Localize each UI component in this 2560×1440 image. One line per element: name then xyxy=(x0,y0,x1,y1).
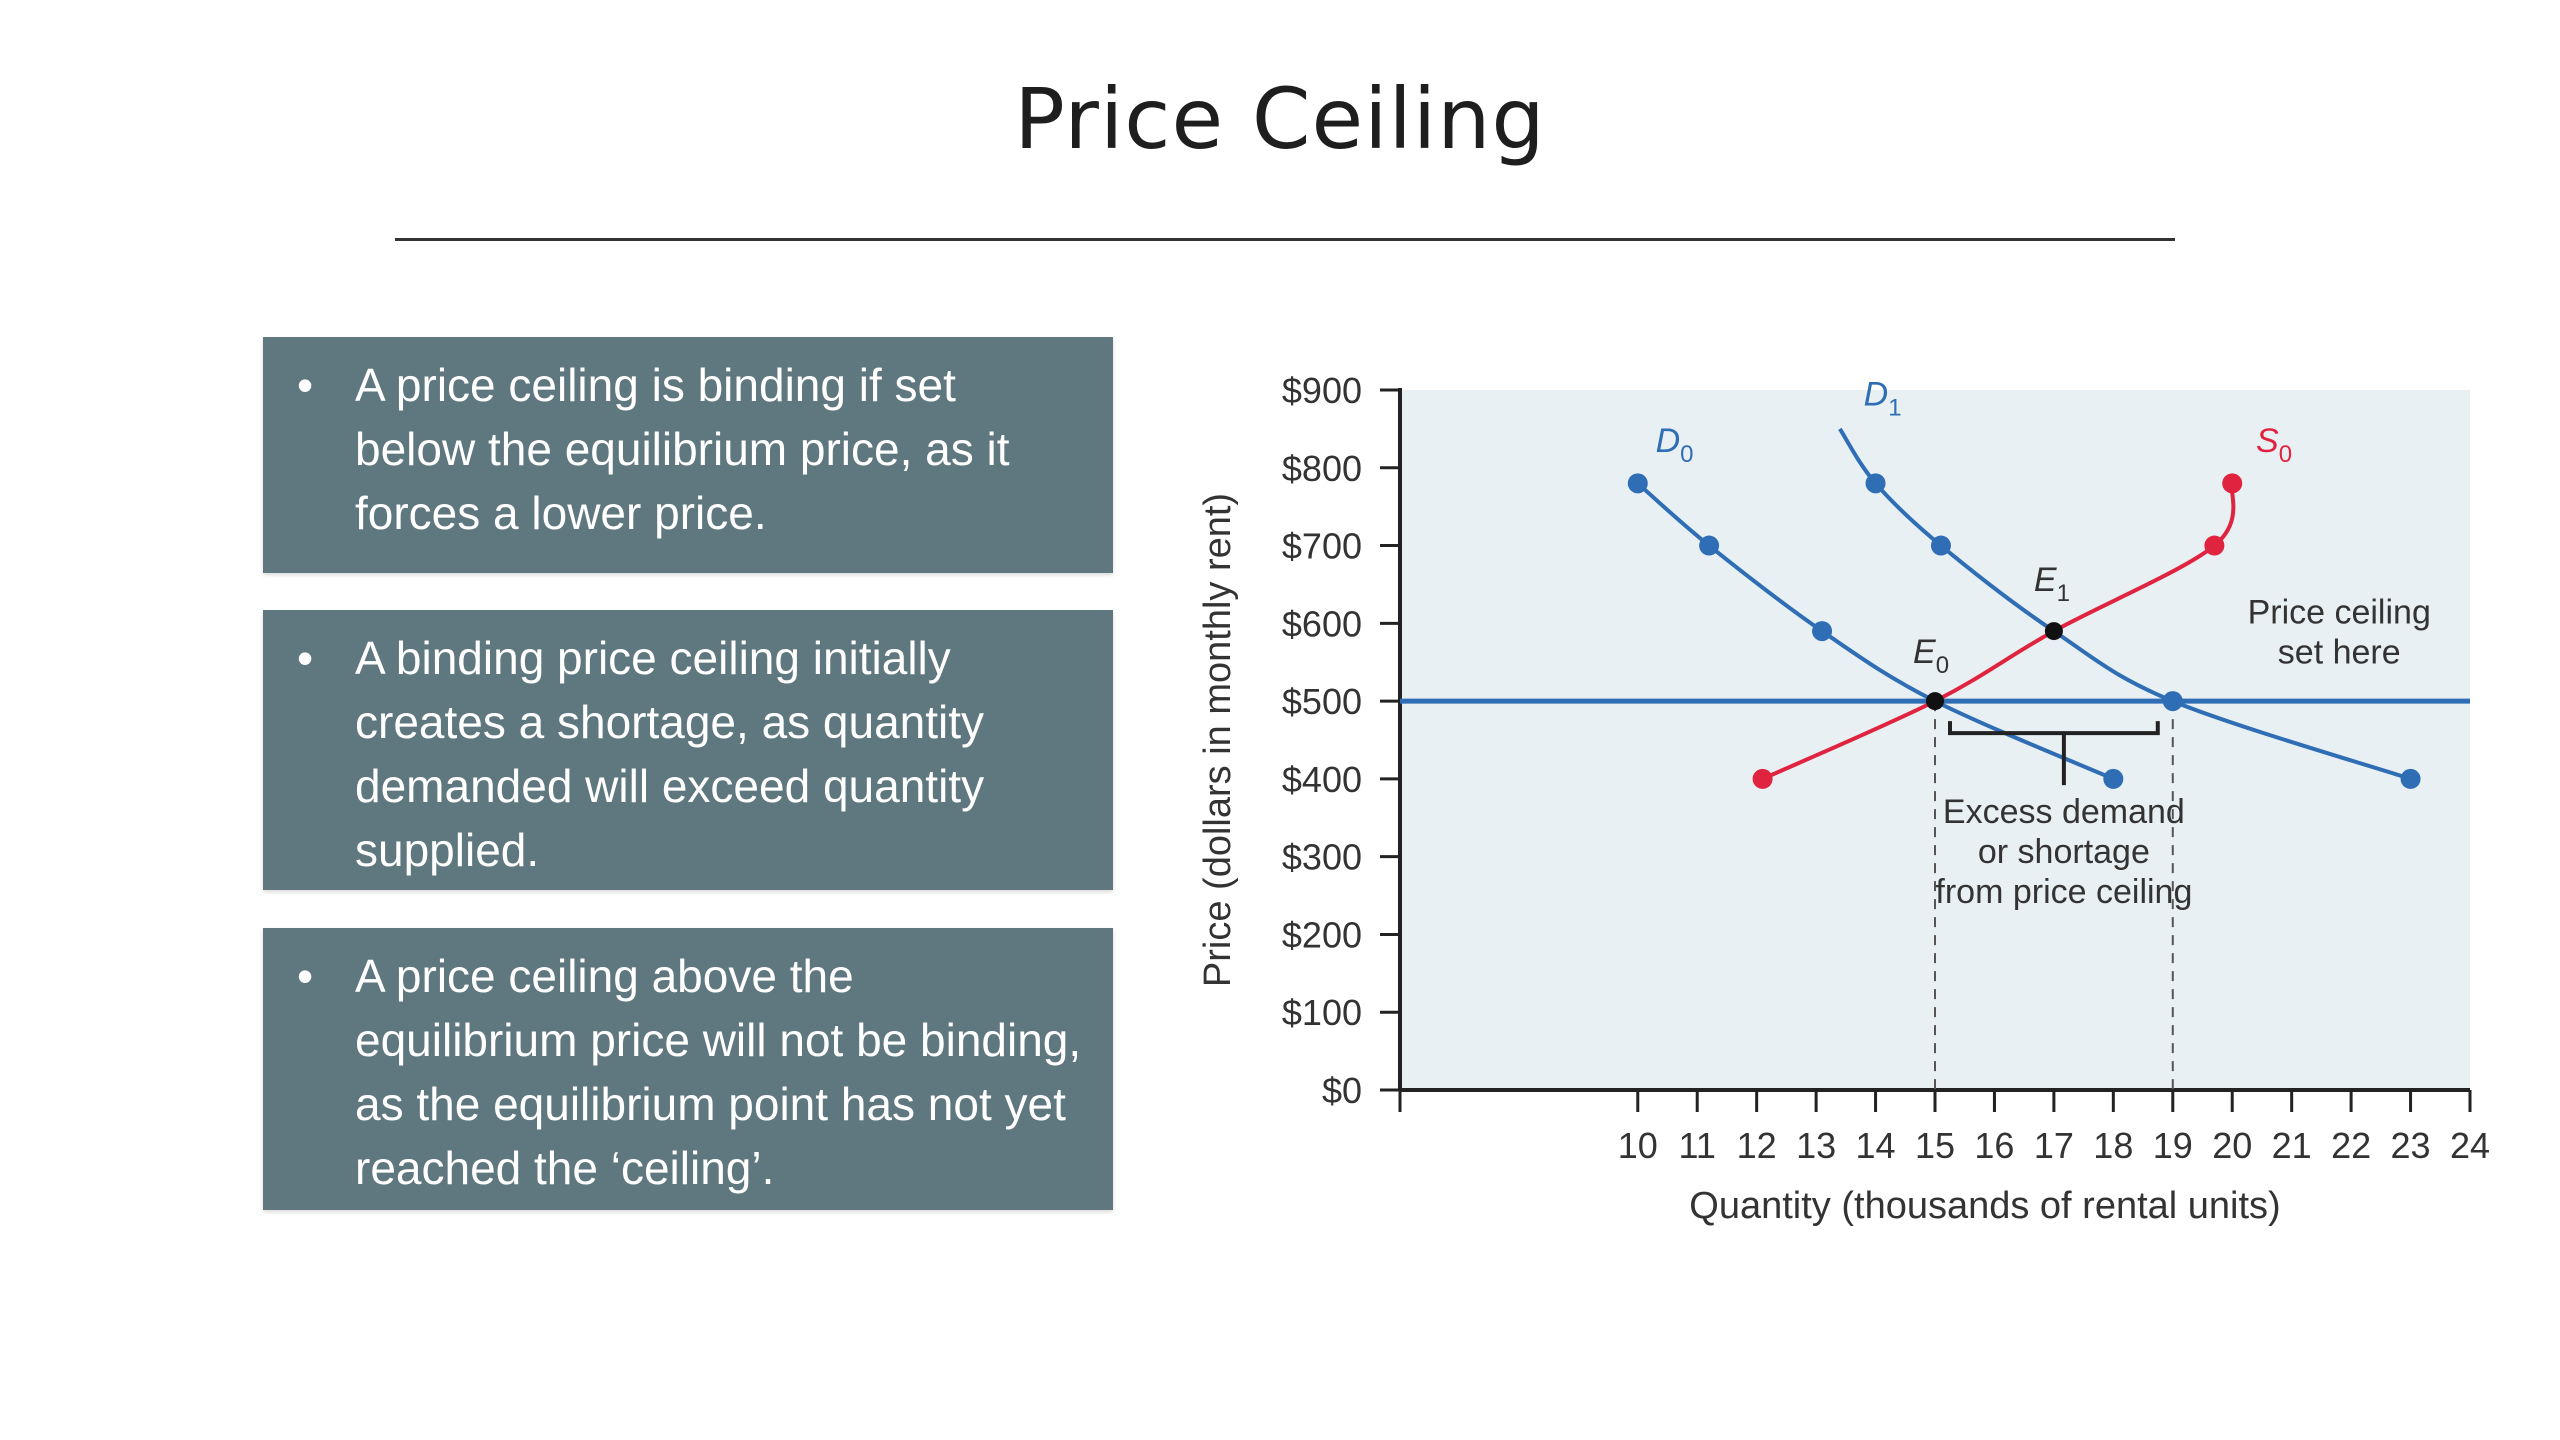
y-tick-label: $700 xyxy=(1282,526,1362,567)
bullet-text: A price ceiling is binding if set below … xyxy=(355,359,1010,539)
label-d1: D1 xyxy=(1864,376,1902,422)
title-divider xyxy=(395,238,2175,241)
x-axis-title: Quantity (thousands of rental units) xyxy=(1689,1185,2280,1227)
x-tick-label: 13 xyxy=(1796,1125,1836,1166)
price-ceiling-chart: $0 $100 $200 $300 $400 $500 $600 $700 $800 $900 10… xyxy=(1197,370,2490,1227)
point-d0 xyxy=(1627,473,1648,494)
slide-title: Price Ceiling xyxy=(1014,70,1546,168)
x-tick-label: 14 xyxy=(1856,1125,1896,1166)
ceiling-annotation: set here xyxy=(2278,633,2401,671)
ceiling-annotation: Price ceiling xyxy=(2248,593,2431,631)
y-tick-label: $400 xyxy=(1282,759,1362,800)
label-e0: E0 xyxy=(1913,633,1949,679)
shortage-annotation: or shortage xyxy=(1978,833,2150,871)
x-tick-label: 19 xyxy=(2153,1125,2193,1166)
x-tick-label: 10 xyxy=(1618,1125,1658,1166)
bullet-text: A price ceiling above the equilibrium pr… xyxy=(355,950,1082,1194)
y-tick-label: $100 xyxy=(1282,992,1362,1033)
bullet-marker: • xyxy=(296,359,314,411)
point-d1 xyxy=(1865,473,1886,494)
bullet-marker: • xyxy=(296,950,314,1002)
x-tick-label: 11 xyxy=(1679,1125,1716,1166)
bullet-box-nonbinding: • A price ceiling above the equilibrium … xyxy=(263,928,1113,1210)
x-tick-label: 16 xyxy=(1974,1125,2014,1166)
y-tick-label: $800 xyxy=(1282,448,1362,489)
x-tick-label: 15 xyxy=(1915,1125,1955,1166)
y-axis-title: Price (dollars in monthly rent) xyxy=(1197,493,1239,987)
y-tick-label: $200 xyxy=(1282,914,1362,955)
x-tick-label: 23 xyxy=(2391,1125,2431,1166)
y-tick-label: $0 xyxy=(1322,1070,1362,1111)
x-tick-label: 18 xyxy=(2093,1125,2133,1166)
label-e1: E1 xyxy=(2034,561,2070,607)
equilibrium-e1 xyxy=(2044,622,2063,641)
point-s0 xyxy=(2204,535,2225,556)
point-s0 xyxy=(1752,768,1773,789)
x-tick-label: 17 xyxy=(2034,1125,2074,1166)
shortage-annotation: Excess demand xyxy=(1943,793,2185,831)
point-d1 xyxy=(2162,691,2183,712)
y-tick-label: $300 xyxy=(1282,837,1362,878)
y-tick-label: $500 xyxy=(1282,681,1362,722)
bullet-marker: • xyxy=(296,632,314,684)
x-tick-label: 21 xyxy=(2272,1125,2312,1166)
point-d0 xyxy=(1699,535,1720,556)
y-tick-label: $600 xyxy=(1282,603,1362,644)
x-tick-label: 24 xyxy=(2450,1125,2490,1166)
x-tick-label: 20 xyxy=(2212,1125,2252,1166)
x-tick-label: 22 xyxy=(2331,1125,2371,1166)
shortage-annotation: from price ceiling xyxy=(1935,873,2192,911)
label-d0: D0 xyxy=(1656,422,1694,468)
point-d0 xyxy=(2103,768,2124,789)
shortage-bracket xyxy=(1948,721,2160,786)
bullet-box-binding: • A price ceiling is binding if set belo… xyxy=(263,337,1113,573)
equilibrium-e0 xyxy=(1926,692,1944,711)
curve-d0 xyxy=(1636,481,2115,781)
label-s0: S0 xyxy=(2256,422,2292,468)
point-d0 xyxy=(1812,621,1833,642)
point-d1 xyxy=(1930,535,1951,556)
y-tick-label: $900 xyxy=(1282,370,1362,411)
point-s0 xyxy=(2222,473,2243,494)
bullet-text: A binding price ceiling initially create… xyxy=(355,632,985,876)
bullet-box-shortage: • A binding price ceiling initially crea… xyxy=(263,610,1113,890)
x-tick-label: 12 xyxy=(1737,1125,1777,1166)
point-d1 xyxy=(2400,768,2421,789)
